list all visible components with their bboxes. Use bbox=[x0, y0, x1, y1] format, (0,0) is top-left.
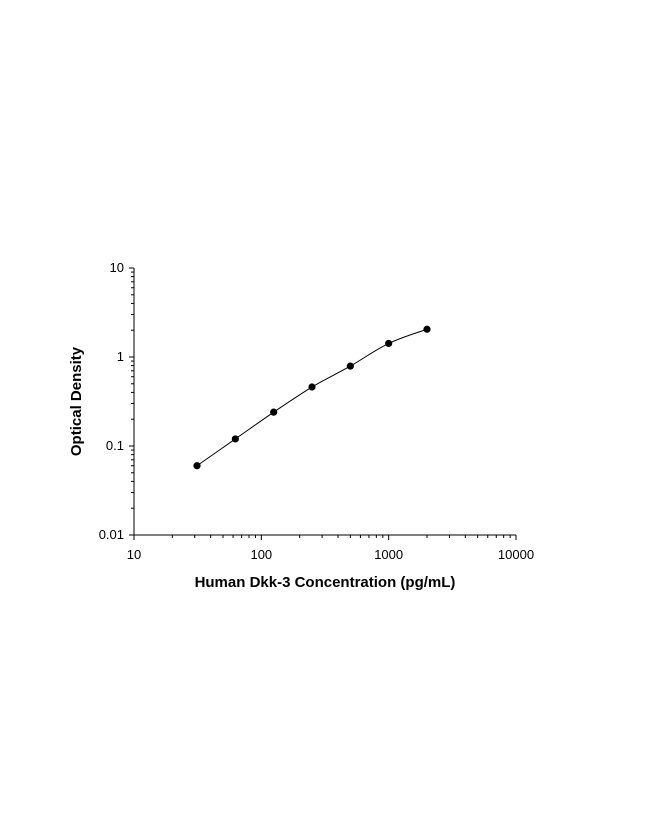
y-tick-label: 1 bbox=[117, 349, 124, 364]
y-axis-title: Optical Density bbox=[68, 346, 85, 456]
y-tick-label: 10 bbox=[110, 260, 124, 275]
data-point bbox=[346, 362, 354, 370]
y-ticks bbox=[129, 267, 134, 536]
x-tick-label: 10 bbox=[127, 547, 141, 562]
data-points bbox=[193, 325, 431, 470]
y-tick-labels: 0.01 0.1 1 10 bbox=[99, 260, 124, 542]
data-point bbox=[270, 408, 278, 416]
x-tick-label: 1000 bbox=[374, 547, 403, 562]
fit-curve bbox=[196, 328, 428, 467]
data-point bbox=[231, 435, 239, 443]
axes bbox=[133, 268, 516, 536]
x-tick-label: 10000 bbox=[498, 547, 534, 562]
x-axis-title: Human Dkk-3 Concentration (pg/mL) bbox=[195, 574, 456, 591]
x-tick-labels: 10 100 1000 10000 bbox=[127, 547, 534, 562]
data-point bbox=[308, 383, 316, 391]
data-point bbox=[193, 462, 201, 470]
data-point bbox=[423, 325, 431, 333]
data-point bbox=[385, 339, 393, 348]
y-tick-label: 0.1 bbox=[106, 438, 124, 453]
x-tick-label: 100 bbox=[250, 547, 272, 562]
y-tick-label: 0.01 bbox=[99, 527, 124, 542]
x-ticks bbox=[133, 535, 517, 540]
